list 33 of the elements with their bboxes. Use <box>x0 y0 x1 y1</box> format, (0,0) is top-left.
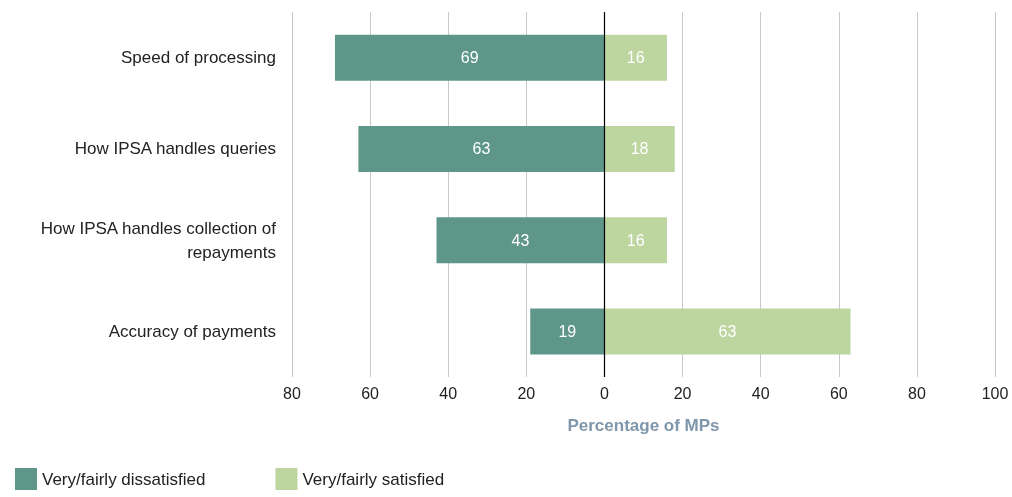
y-tick-label: Accuracy of payments <box>108 321 276 341</box>
bar <box>358 125 605 172</box>
x-tick-label: 40 <box>439 384 458 402</box>
bar <box>604 34 667 81</box>
bar <box>334 34 605 81</box>
bar <box>604 308 851 355</box>
x-tick-label: 60 <box>361 384 380 402</box>
bar <box>436 217 605 264</box>
y-tick-label: How IPSA handles queries <box>74 139 276 159</box>
legend-label: Very/fairly satisfied <box>302 469 445 489</box>
data-label: 63 <box>718 322 737 340</box>
x-tick-label: 80 <box>283 384 301 402</box>
x-tick-label: 20 <box>517 384 536 402</box>
bar <box>530 308 605 355</box>
y-tick-label: Speed of processing <box>121 48 276 68</box>
x-tick-label: 20 <box>673 384 692 402</box>
x-axis-title: Percentage of MPs <box>567 416 720 435</box>
data-label: 18 <box>630 140 649 158</box>
legend-label: Very/fairly dissatisfied <box>42 469 206 489</box>
x-tick-label: 60 <box>829 384 848 402</box>
bar <box>604 217 667 264</box>
data-label: 16 <box>626 231 645 249</box>
x-tick-label: 80 <box>907 384 926 402</box>
y-tick-label: How IPSA handles collection of repayments <box>40 218 277 262</box>
data-label: 69 <box>460 49 479 67</box>
x-tick-label: 100 <box>981 384 1009 402</box>
x-tick-label: 0 <box>599 384 609 402</box>
data-label: 16 <box>626 49 645 67</box>
data-label: 43 <box>511 231 530 249</box>
bar <box>604 125 675 172</box>
x-tick-label: 40 <box>751 384 770 402</box>
data-label: 63 <box>472 140 491 158</box>
data-label: 19 <box>558 322 577 340</box>
